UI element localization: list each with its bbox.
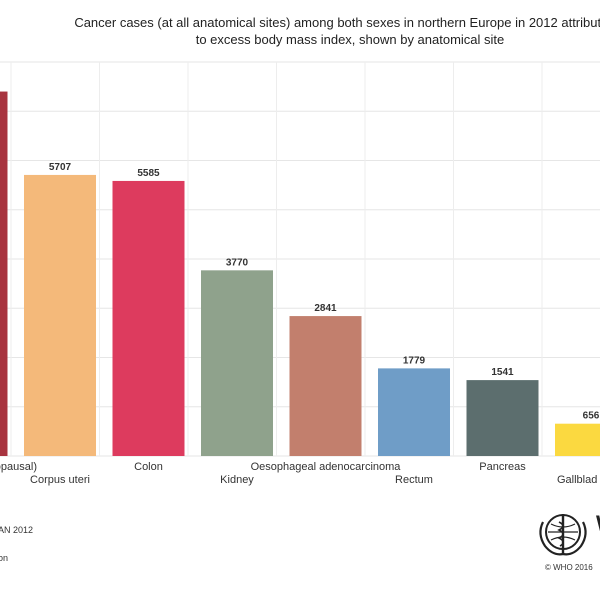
who-emblem-icon [539,514,587,556]
data-label: 1779 [403,355,426,366]
category-label: Gallblad [557,474,597,486]
chart-title-line-1: Cancer cases (at all anatomical sites) a… [74,15,600,30]
chart-title-line-2: to excess body mass index, shown by anat… [195,32,505,47]
category-label: (postmenopausal) [0,461,37,473]
bar-5 [289,316,362,456]
data-label: 3770 [226,257,249,268]
bar-1 [0,91,8,457]
data-label: 656 [583,411,600,422]
data-label: 5585 [137,168,160,179]
data-label: 1541 [491,367,514,378]
category-label: Kidney [220,474,254,486]
who-logo-text: W [596,513,600,535]
category-label: Pancreas [479,461,526,473]
data-label: 2841 [314,303,337,314]
bar-3 [112,180,185,456]
copyright-note: © WHO 2016 [545,563,593,572]
credit-note: on [0,553,9,563]
category-label: Oesophageal adenocarcinoma [251,461,402,473]
category-label: Rectum [395,474,433,486]
source-note: AN 2012 [0,525,34,535]
chart-title: Cancer cases (at all anatomical sites) a… [20,14,600,48]
bar-8 [555,423,600,456]
bar-7 [466,380,539,456]
bar-6 [378,368,450,456]
bar-2 [24,174,96,457]
category-label: Corpus uteri [30,474,90,486]
category-label: Colon [134,461,163,473]
data-label: 5707 [49,162,72,173]
bar-4 [201,270,273,456]
